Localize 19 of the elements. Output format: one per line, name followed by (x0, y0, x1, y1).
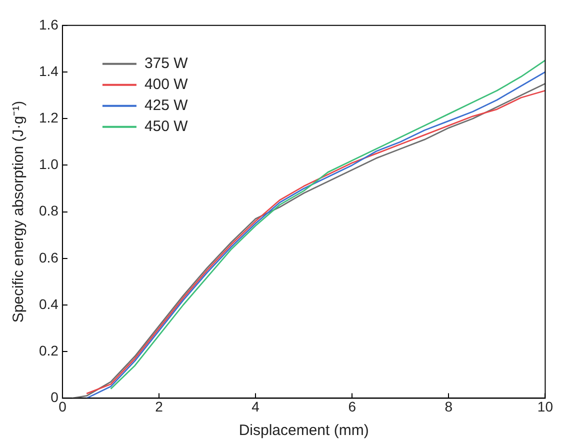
legend-label: 375 W (144, 55, 189, 72)
y-tick-label: 1.4 (38, 62, 59, 79)
x-axis-title: Displacement (mm) (238, 422, 369, 440)
y-tick-label: 0.8 (38, 202, 59, 219)
y-tick-label: 0.2 (38, 342, 59, 358)
y-axis-title: Specific energy absorption (J·g⁻¹) (10, 100, 28, 323)
y-tick-label: 1.0 (38, 156, 59, 172)
x-tick-label: 8 (444, 398, 453, 414)
legend-label: 425 W (144, 97, 189, 114)
x-tick-label: 4 (252, 398, 260, 414)
y-tick-label: 1.6 (38, 16, 59, 32)
y-tick-label: 1.2 (38, 109, 59, 126)
y-tick-label: 0.6 (38, 249, 59, 266)
x-tick-label: 6 (348, 398, 356, 414)
legend-label: 400 W (144, 76, 189, 94)
legend-label: 450 W (144, 118, 189, 136)
x-tick-label: 10 (537, 398, 554, 414)
x-tick-label: 2 (155, 398, 164, 414)
y-tick-label: 0.4 (38, 296, 59, 312)
